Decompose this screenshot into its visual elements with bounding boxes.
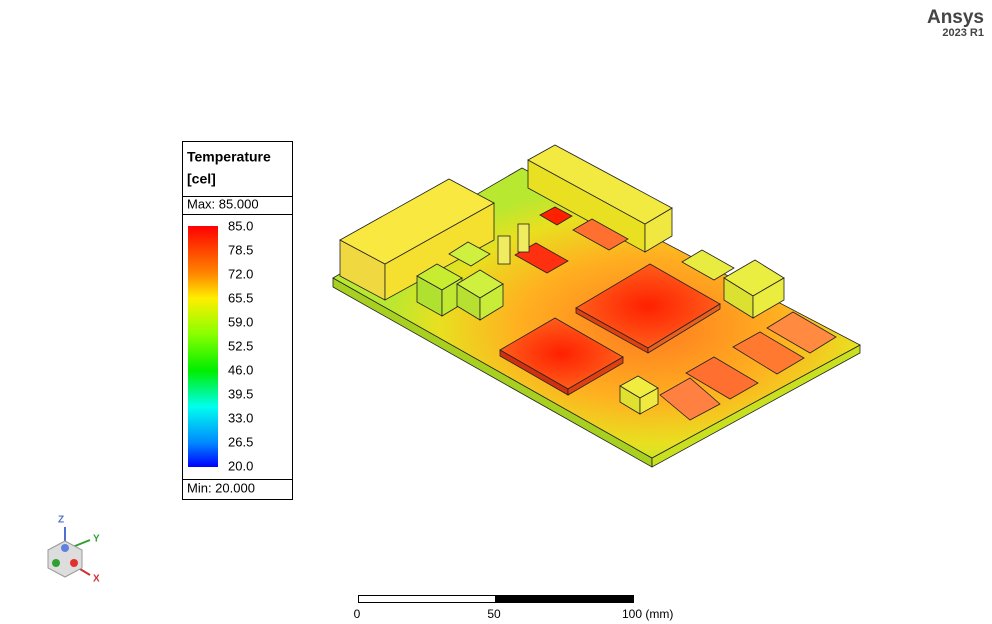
- scale-label: 0: [354, 607, 361, 621]
- component: [448, 241, 491, 267]
- legend-title: Temperature: [187, 149, 271, 165]
- legend-max: Max: 85.000: [187, 196, 259, 211]
- component: [339, 178, 495, 265]
- legend-min: Min: 20.000: [187, 480, 255, 495]
- legend-label: 46.0: [228, 362, 253, 377]
- component: [527, 144, 673, 225]
- legend-label: 52.5: [228, 338, 253, 353]
- axis-triad: Z Y X: [47, 515, 100, 585]
- brand: Ansys: [926, 7, 984, 28]
- y-label: Y: [93, 534, 100, 545]
- legend: Temperature [cel] Max: 85.000 Min: 20.00…: [182, 141, 293, 500]
- chip: [766, 311, 837, 354]
- component: [681, 249, 735, 281]
- capacitor: [497, 235, 511, 265]
- triad-cube: [47, 540, 83, 578]
- legend-label: 78.5: [228, 242, 253, 257]
- component: [752, 277, 785, 319]
- chip: [539, 206, 573, 226]
- chip: [647, 303, 721, 354]
- scale-label: 50: [487, 607, 501, 621]
- x-label: X: [93, 574, 100, 585]
- version: 2023 R1: [942, 27, 984, 39]
- color-bar: [188, 226, 218, 467]
- legend-label: 39.5: [228, 386, 253, 401]
- component: [479, 283, 504, 321]
- chip: [732, 331, 805, 375]
- x-dot: [70, 559, 78, 567]
- legend-label: 72.0: [228, 266, 253, 281]
- legend-unit: [cel]: [187, 171, 216, 187]
- scale-bar: 0 50 100 (mm): [354, 595, 673, 621]
- y-dot: [52, 559, 60, 567]
- capacitor: [517, 223, 530, 253]
- z-dot: [61, 544, 69, 552]
- legend-label: 85.0: [228, 218, 253, 233]
- chip: [572, 218, 629, 251]
- legend-label: 33.0: [228, 410, 253, 425]
- legend-labels: 85.0 78.5 72.0 65.5 59.0 52.5 46.0 39.5 33.0 26.5…: [228, 218, 253, 473]
- chip: [567, 356, 624, 396]
- logo: Ansys 2023 R1: [927, 8, 984, 39]
- chip: [659, 377, 721, 421]
- chip: [685, 356, 759, 400]
- legend-label: 26.5: [228, 434, 253, 449]
- component: [639, 387, 659, 415]
- z-label: Z: [58, 515, 64, 526]
- scale-label: 100 (mm): [622, 607, 673, 621]
- board-model: [332, 144, 861, 468]
- scale-segment: [495, 595, 634, 603]
- scale-segment: [358, 595, 496, 603]
- legend-label: 20.0: [228, 458, 253, 473]
- legend-label: 65.5: [228, 290, 253, 305]
- legend-label: 59.0: [228, 314, 253, 329]
